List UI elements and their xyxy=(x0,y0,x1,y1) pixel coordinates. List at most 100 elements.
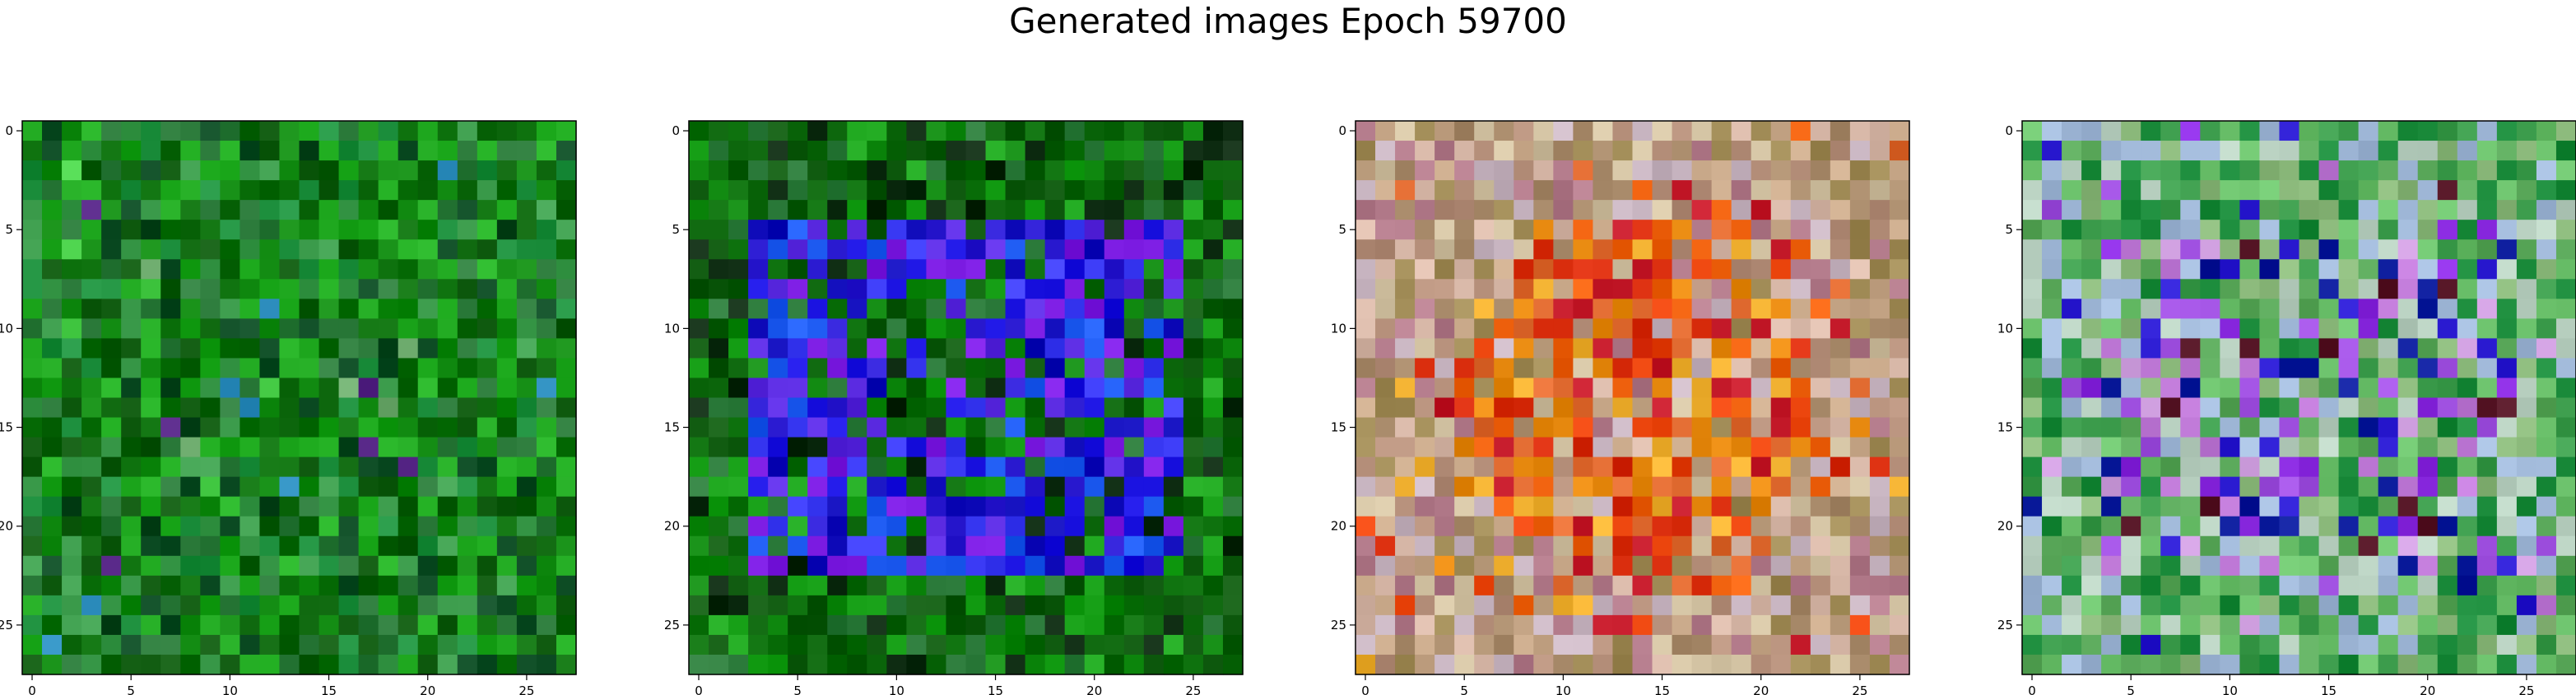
pixel-cell xyxy=(2536,497,2557,517)
pixel-cell xyxy=(359,418,379,438)
pixel-cell xyxy=(1870,438,1890,458)
pixel-cell xyxy=(788,141,808,161)
pixel-cell xyxy=(1791,299,1811,319)
pixel-cell xyxy=(62,635,82,656)
pixel-cell xyxy=(22,338,43,359)
pixel-cell xyxy=(1415,318,1435,339)
pixel-cell xyxy=(556,457,577,478)
pixel-cell xyxy=(1771,576,1792,596)
pixel-cell xyxy=(1771,358,1792,378)
pixel-cell xyxy=(946,615,966,636)
pixel-cell xyxy=(807,418,828,438)
pixel-cell xyxy=(398,556,419,577)
pixel-cell xyxy=(438,299,458,319)
pixel-cell xyxy=(121,180,142,201)
pixel-cell xyxy=(2477,635,2498,656)
pixel-cell xyxy=(1415,477,1435,498)
pixel-cell xyxy=(2279,398,2299,419)
pixel-cell xyxy=(121,318,142,339)
pixel-cell xyxy=(788,358,808,378)
pixel-cell xyxy=(200,477,221,498)
pixel-cell xyxy=(2359,398,2379,419)
pixel-cell xyxy=(1751,121,1772,141)
pixel-cell xyxy=(200,180,221,201)
pixel-cell xyxy=(200,141,221,161)
pixel-cell xyxy=(379,418,399,438)
pixel-cell xyxy=(1104,160,1125,181)
pixel-cell xyxy=(2517,418,2537,438)
y-tick-label: 20 xyxy=(1331,519,1346,534)
pixel-cell xyxy=(1811,398,1831,419)
pixel-cell xyxy=(1415,141,1435,161)
pixel-cell xyxy=(2319,259,2340,280)
pixel-cell xyxy=(42,576,63,596)
pixel-cell xyxy=(1533,220,1554,240)
pixel-cell xyxy=(160,576,181,596)
pixel-cell xyxy=(2022,259,2043,280)
pixel-cell xyxy=(788,220,808,240)
pixel-cell xyxy=(1124,141,1145,161)
pixel-cell xyxy=(1771,497,1792,517)
pixel-cell xyxy=(101,576,122,596)
pixel-cell xyxy=(1514,318,1534,339)
pixel-cell xyxy=(788,517,808,537)
pixel-cell xyxy=(1355,279,1376,299)
pixel-cell xyxy=(1144,655,1165,675)
pixel-cell xyxy=(220,497,240,517)
pixel-cell xyxy=(1144,635,1165,656)
pixel-cell xyxy=(141,121,161,141)
pixel-cell xyxy=(886,615,907,636)
pixel-cell xyxy=(2160,615,2181,636)
pixel-cell xyxy=(1712,556,1732,577)
pixel-cell xyxy=(2378,259,2399,280)
pixel-cell xyxy=(339,239,360,260)
pixel-cell xyxy=(418,536,439,557)
pixel-cell xyxy=(101,358,122,378)
pixel-cell xyxy=(141,556,161,577)
pixel-cell xyxy=(2378,121,2399,141)
y-tick-label: 15 xyxy=(664,420,680,435)
pixel-cell xyxy=(1025,655,1046,675)
pixel-cell xyxy=(259,239,280,260)
pixel-cell xyxy=(926,438,946,458)
pixel-cell xyxy=(1593,299,1613,319)
pixel-cell xyxy=(2536,438,2557,458)
pixel-cell xyxy=(1164,615,1184,636)
pixel-cell xyxy=(1183,318,1204,339)
pixel-cell xyxy=(689,239,709,260)
pixel-cell xyxy=(728,457,749,478)
pixel-cell xyxy=(2556,200,2576,220)
pixel-cell xyxy=(1355,418,1376,438)
pixel-cell xyxy=(537,279,557,299)
pixel-cell xyxy=(2457,259,2478,280)
pixel-cell xyxy=(2339,338,2360,359)
pixel-cell xyxy=(906,358,927,378)
pixel-cell xyxy=(1573,655,1593,675)
pixel-cell xyxy=(2279,200,2299,220)
pixel-cell xyxy=(2279,141,2299,161)
pixel-cell xyxy=(1065,378,1086,398)
pixel-cell xyxy=(517,299,537,319)
pixel-cell xyxy=(2457,418,2478,438)
pixel-cell xyxy=(2359,220,2379,240)
pixel-cell xyxy=(1533,160,1554,181)
pixel-cell xyxy=(300,418,320,438)
pixel-cell xyxy=(1653,318,1673,339)
pixel-cell xyxy=(359,318,379,339)
pixel-cell xyxy=(2299,358,2320,378)
pixel-cell xyxy=(1415,556,1435,577)
pixel-cell xyxy=(1612,318,1633,339)
pixel-cell xyxy=(1890,576,1910,596)
pixel-cell xyxy=(2319,418,2340,438)
pixel-cell xyxy=(497,220,518,240)
pixel-cell xyxy=(2239,438,2260,458)
pixel-cell xyxy=(1203,338,1224,359)
pixel-cell xyxy=(1045,655,1066,675)
pixel-cell xyxy=(160,160,181,181)
pixel-cell xyxy=(906,635,927,656)
pixel-cell xyxy=(339,121,360,141)
pixel-cell xyxy=(1533,200,1554,220)
pixel-cell xyxy=(220,655,240,675)
pixel-cell xyxy=(2121,536,2141,557)
pixel-cell xyxy=(1771,477,1792,498)
